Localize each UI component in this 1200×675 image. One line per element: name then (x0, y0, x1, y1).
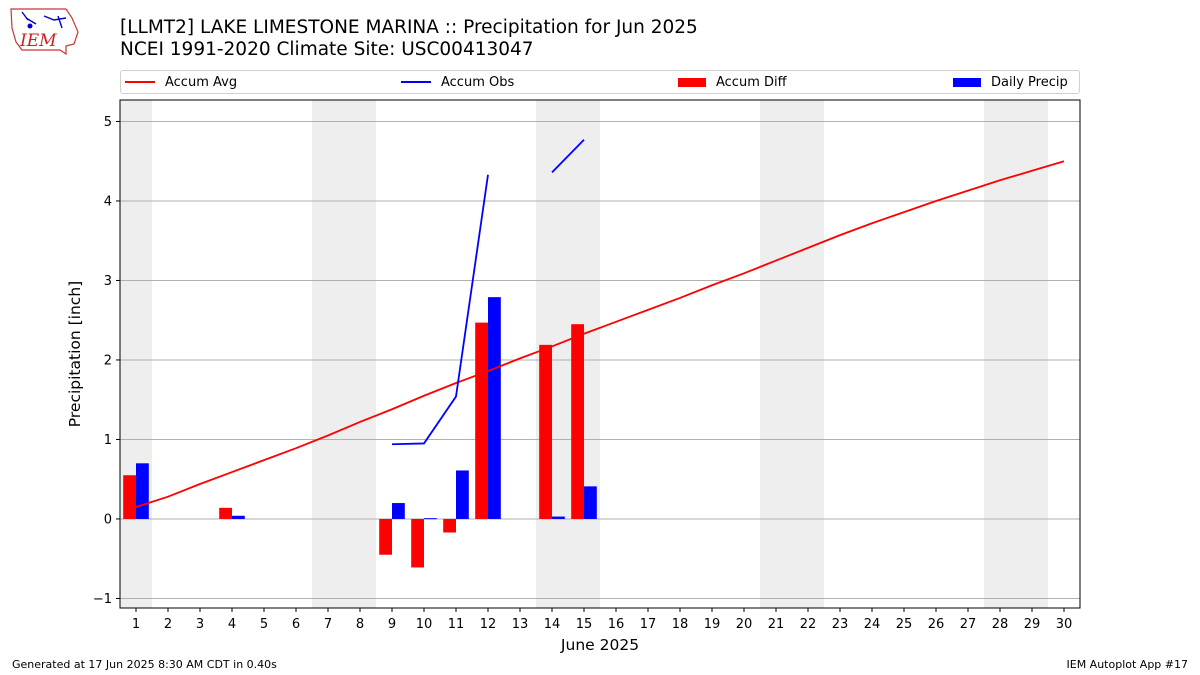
x-tick-label-20: 20 (736, 617, 753, 632)
logo-text: IEM (19, 31, 57, 51)
bar-daily-precip-4 (232, 515, 245, 519)
legend-swatch-accum-obs (401, 81, 431, 83)
bar-daily-precip-15 (584, 486, 597, 519)
x-tick-label-4: 4 (228, 617, 236, 632)
x-tick-label-17: 17 (640, 617, 657, 632)
x-tick-label-2: 2 (164, 617, 172, 632)
legend-item-accum-avg: Accum Avg (125, 74, 237, 90)
x-tick-label-14: 14 (544, 617, 561, 632)
x-tick-label-24: 24 (864, 617, 881, 632)
weekend-band-22 (792, 100, 824, 608)
bar-daily-precip-12 (488, 297, 501, 519)
y-tick-label-1: 1 (104, 433, 112, 448)
bar-daily-precip-9 (392, 503, 405, 519)
title-line-2: NCEI 1991-2020 Climate Site: USC00413047 (120, 39, 534, 60)
footer-app: IEM Autoplot App #17 (1066, 658, 1189, 671)
y-tick-label-4: 4 (104, 194, 112, 209)
bar-accum-diff-9 (379, 518, 392, 555)
x-tick-label-19: 19 (704, 617, 721, 632)
bar-accum-diff-10 (411, 518, 424, 568)
legend-item-daily-precip: Daily Precip (953, 74, 1068, 90)
x-tick-label-23: 23 (832, 617, 849, 632)
x-tick-label-12: 12 (480, 617, 497, 632)
x-tick-label-7: 7 (324, 617, 332, 632)
weekend-band-1 (120, 100, 152, 608)
y-tick-label-3: 3 (104, 274, 112, 289)
x-tick-label-15: 15 (576, 617, 593, 632)
legend-swatch-daily-precip (953, 77, 981, 87)
x-tick-label-22: 22 (800, 617, 817, 632)
x-tick-label-21: 21 (768, 617, 785, 632)
legend: Accum Avg Accum Obs Accum Diff Daily Pre… (120, 70, 1080, 94)
legend-item-accum-diff: Accum Diff (678, 74, 787, 90)
iem-logo: IEM (8, 6, 82, 64)
bar-accum-diff-15 (571, 324, 584, 519)
line-accum-obs-segment-2 (551, 139, 585, 173)
x-tick-label-25: 25 (896, 617, 913, 632)
x-tick-label-27: 27 (960, 617, 977, 632)
y-tick-label--1: −1 (93, 592, 112, 607)
x-axis-label: June 2025 (560, 636, 639, 654)
legend-label-accum-avg: Accum Avg (165, 74, 238, 90)
y-tick-label-0: 0 (104, 512, 112, 527)
bar-daily-precip-14 (552, 516, 565, 519)
x-tick-label-3: 3 (196, 617, 204, 632)
line-accum-obs-segment-1 (391, 174, 489, 446)
bar-daily-precip-11 (456, 470, 469, 519)
x-tick-label-26: 26 (928, 617, 945, 632)
bar-accum-diff-1 (123, 475, 136, 519)
x-tick-label-11: 11 (448, 617, 465, 632)
title-line-1: [LLMT2] LAKE LIMESTONE MARINA :: Precipi… (120, 17, 698, 38)
x-tick-label-1: 1 (132, 617, 140, 632)
legend-swatch-accum-diff (678, 77, 706, 87)
x-tick-label-30: 30 (1056, 617, 1073, 632)
x-tick-label-13: 13 (512, 617, 529, 632)
weekend-band-29 (1016, 100, 1048, 608)
footer-generated: Generated at 17 Jun 2025 8:30 AM CDT in … (12, 658, 277, 671)
line-accum-avg (135, 160, 1065, 508)
bar-daily-precip-1 (136, 463, 149, 519)
bar-accum-diff-11 (443, 518, 456, 533)
legend-label-accum-diff: Accum Diff (716, 74, 787, 90)
y-axis-label: Precipitation [inch] (66, 281, 84, 427)
legend-label-accum-obs: Accum Obs (441, 74, 515, 90)
legend-item-accum-obs: Accum Obs (401, 74, 514, 90)
bar-accum-diff-14 (539, 344, 552, 519)
weekend-band-21 (760, 100, 792, 608)
x-tick-label-28: 28 (992, 617, 1009, 632)
y-tick-label-2: 2 (104, 353, 112, 368)
legend-swatch-accum-avg (125, 81, 155, 83)
x-tick-label-29: 29 (1024, 617, 1041, 632)
x-tick-label-8: 8 (356, 617, 364, 632)
x-tick-label-10: 10 (416, 617, 433, 632)
x-tick-label-9: 9 (388, 617, 396, 632)
weekend-band-8 (344, 100, 376, 608)
y-tick-label-5: 5 (104, 115, 112, 130)
chart-title: [LLMT2] LAKE LIMESTONE MARINA :: Precipi… (120, 17, 698, 61)
x-tick-label-16: 16 (608, 617, 625, 632)
legend-label-daily-precip: Daily Precip (991, 74, 1068, 90)
bar-daily-precip-10 (424, 518, 437, 520)
plot-frame (119, 99, 1081, 609)
x-tick-label-18: 18 (672, 617, 689, 632)
bar-accum-diff-12 (475, 322, 488, 519)
x-tick-label-6: 6 (292, 617, 300, 632)
bar-accum-diff-4 (219, 507, 232, 519)
x-tick-label-5: 5 (260, 617, 268, 632)
weekend-band-7 (312, 100, 344, 608)
